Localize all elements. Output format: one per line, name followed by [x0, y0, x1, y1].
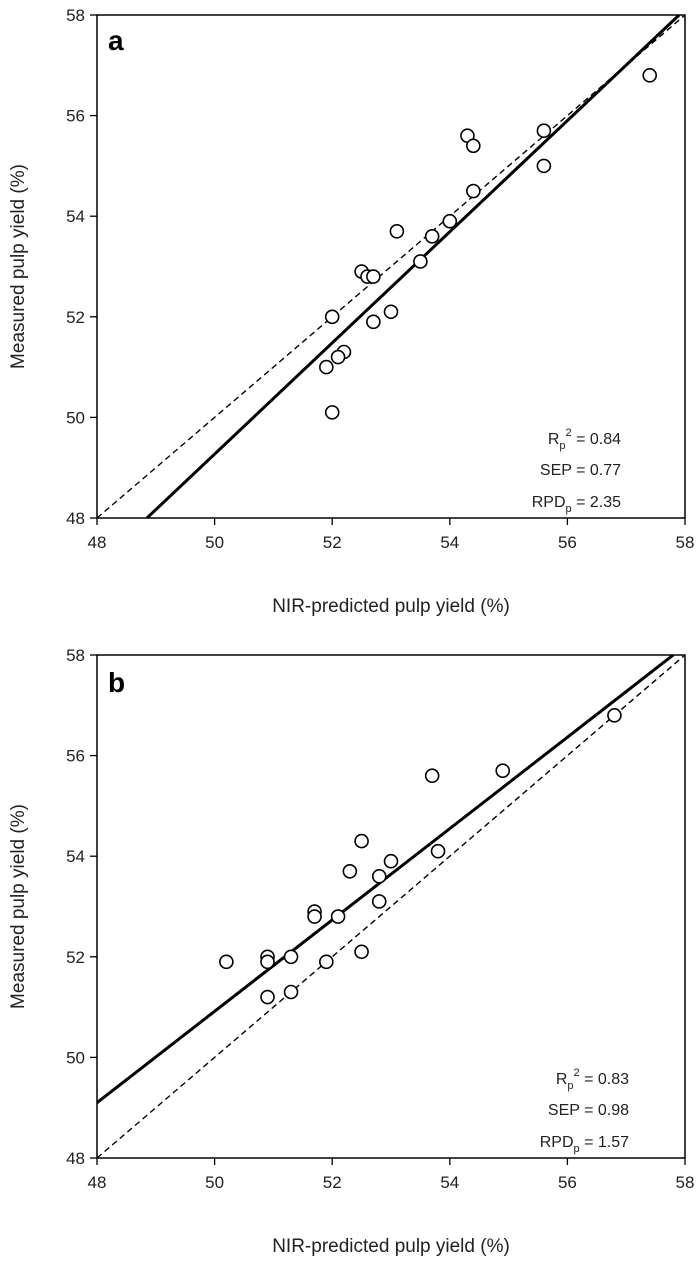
- data-point: [371, 869, 387, 884]
- data-point: [324, 405, 340, 420]
- identity-line: [97, 15, 685, 518]
- data-point: [383, 304, 399, 320]
- stat-main: SEP = 0.77: [540, 462, 621, 479]
- data-point: [642, 68, 658, 83]
- stat-subscript: p: [559, 440, 565, 452]
- data-point: [354, 944, 369, 960]
- stat-value: = 2.35: [572, 494, 621, 511]
- x-tick-label: 52: [323, 1173, 342, 1192]
- data-point: [319, 359, 334, 375]
- stat-subscript: p: [574, 1143, 580, 1155]
- x-tick-label: 56: [558, 533, 577, 552]
- stat-value: = 0.84: [572, 431, 621, 448]
- stat-value: = 0.83: [580, 1071, 629, 1088]
- data-point: [330, 349, 346, 365]
- data-point: [283, 949, 299, 965]
- y-tick-label: 52: [66, 308, 85, 327]
- data-point: [319, 954, 334, 970]
- y-tick-label: 56: [66, 107, 85, 126]
- y-tick-label: 58: [66, 6, 85, 25]
- data-point: [424, 768, 440, 784]
- data-point: [607, 708, 622, 723]
- data-point: [424, 229, 440, 244]
- data-point: [366, 314, 381, 330]
- chart-panel-b: 48 50 52 54 56 58 48 50 52 54 56 58 b NIR-predicted p…: [8, 646, 694, 1257]
- x-axis-title: NIR-predicted pulp yield (%): [272, 1236, 510, 1257]
- stat-subscript: p: [566, 503, 572, 515]
- data-point: [389, 223, 405, 239]
- data-point: [536, 158, 552, 174]
- identity-line: [97, 655, 685, 1158]
- data-point: [413, 254, 428, 269]
- data-point: [495, 763, 511, 778]
- y-tick-label: 48: [66, 1149, 85, 1168]
- stat-superscript: 2: [574, 1067, 580, 1079]
- stat-annotation: Rp2 = 0.83: [556, 1067, 629, 1092]
- data-point: [354, 833, 369, 849]
- stat-main: RPD: [532, 494, 566, 511]
- stat-main: R: [548, 431, 560, 448]
- x-tick-label: 50: [205, 1173, 224, 1192]
- data-point: [536, 123, 552, 138]
- data-point: [342, 863, 358, 879]
- stat-value: = 1.57: [580, 1134, 629, 1151]
- data-point: [260, 954, 275, 970]
- data-point: [466, 183, 481, 199]
- data-point: [219, 954, 234, 970]
- x-axis-title: NIR-predicted pulp yield (%): [272, 596, 510, 617]
- stat-annotation: Rp2 = 0.84: [548, 427, 621, 452]
- x-tick-label: 56: [558, 1173, 577, 1192]
- stat-annotation: SEP = 0.98: [548, 1102, 629, 1119]
- stat-annotation: RPDp = 2.35: [532, 494, 621, 515]
- data-point: [307, 909, 322, 924]
- stat-main: R: [556, 1071, 568, 1088]
- y-tick-label: 50: [66, 408, 85, 427]
- panel-label: b: [108, 667, 125, 698]
- stat-annotation: SEP = 0.77: [540, 462, 621, 479]
- y-tick-label: 58: [66, 646, 85, 665]
- x-tick-label: 50: [205, 533, 224, 552]
- y-axis-title: Measured pulp yield (%): [8, 804, 29, 1009]
- plot-frame: [96, 654, 686, 1159]
- data-point: [260, 989, 275, 1005]
- x-tick-label: 58: [676, 533, 695, 552]
- x-tick-label: 48: [88, 533, 107, 552]
- data-point: [324, 309, 340, 325]
- data-point: [330, 909, 346, 924]
- y-tick-label: 52: [66, 948, 85, 967]
- x-tick-label: 58: [676, 1173, 695, 1192]
- plot-frame: [96, 14, 686, 519]
- y-tick-label: 48: [66, 509, 85, 528]
- x-tick-label: 48: [88, 1173, 107, 1192]
- y-tick-label: 54: [66, 207, 85, 226]
- regression-line: [145, 15, 681, 518]
- panel-label: a: [108, 25, 124, 56]
- data-point: [283, 984, 299, 1000]
- y-tick-label: 50: [66, 1048, 85, 1067]
- stat-main: SEP = 0.98: [548, 1102, 629, 1119]
- data-point: [366, 269, 381, 284]
- stat-annotation: RPDp = 1.57: [540, 1134, 629, 1155]
- data-point: [442, 213, 458, 229]
- stat-main: RPD: [540, 1134, 574, 1151]
- stat-subscript: p: [567, 1080, 573, 1092]
- y-axis-title: Measured pulp yield (%): [8, 164, 29, 369]
- x-tick-label: 52: [323, 533, 342, 552]
- y-tick-label: 56: [66, 747, 85, 766]
- chart-panel-a: 48 50 52 54 56 58 48 50 52 54 56 58 a NIR-predicted p…: [8, 6, 694, 617]
- x-tick-label: 54: [440, 1173, 459, 1192]
- y-tick-label: 54: [66, 847, 85, 866]
- data-point: [371, 894, 387, 909]
- data-point: [383, 853, 399, 869]
- x-tick-label: 54: [440, 533, 459, 552]
- data-point: [466, 138, 481, 154]
- stat-superscript: 2: [566, 427, 572, 439]
- data-point: [430, 843, 446, 859]
